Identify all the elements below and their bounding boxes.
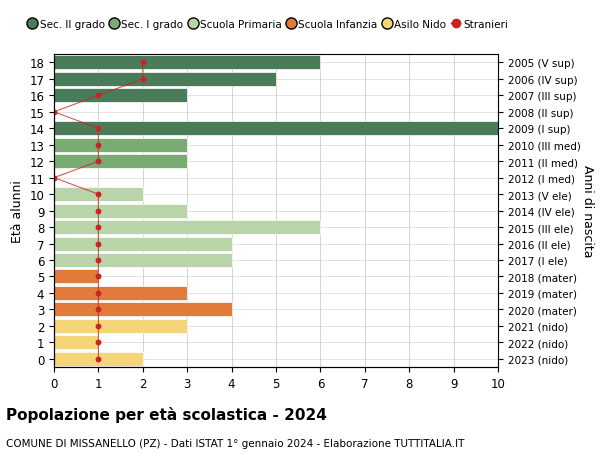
Point bbox=[94, 323, 103, 330]
Bar bbox=[54, 122, 498, 136]
Bar bbox=[54, 286, 187, 300]
Point bbox=[94, 191, 103, 198]
Point bbox=[94, 125, 103, 133]
Point bbox=[94, 339, 103, 346]
Point bbox=[49, 174, 59, 182]
Bar bbox=[54, 221, 320, 235]
Point bbox=[94, 207, 103, 215]
Point bbox=[94, 257, 103, 264]
Point bbox=[49, 109, 59, 116]
Y-axis label: Età alunni: Età alunni bbox=[11, 180, 24, 242]
Point bbox=[94, 158, 103, 166]
Bar bbox=[54, 56, 320, 70]
Text: Popolazione per età scolastica - 2024: Popolazione per età scolastica - 2024 bbox=[6, 406, 327, 422]
Bar bbox=[54, 253, 232, 268]
Bar bbox=[54, 336, 98, 350]
Bar bbox=[54, 89, 187, 103]
Point bbox=[94, 92, 103, 100]
Point bbox=[138, 60, 148, 67]
Text: COMUNE DI MISSANELLO (PZ) - Dati ISTAT 1° gennaio 2024 - Elaborazione TUTTITALIA: COMUNE DI MISSANELLO (PZ) - Dati ISTAT 1… bbox=[6, 438, 464, 448]
Legend: Sec. II grado, Sec. I grado, Scuola Primaria, Scuola Infanzia, Asilo Nido, Stran: Sec. II grado, Sec. I grado, Scuola Prim… bbox=[28, 20, 508, 30]
Y-axis label: Anni di nascita: Anni di nascita bbox=[581, 165, 595, 257]
Point bbox=[94, 273, 103, 280]
Bar bbox=[54, 237, 232, 251]
Point bbox=[94, 142, 103, 149]
Point bbox=[94, 241, 103, 248]
Bar bbox=[54, 188, 143, 202]
Bar bbox=[54, 204, 187, 218]
Point bbox=[138, 76, 148, 84]
Bar bbox=[54, 319, 187, 333]
Point bbox=[94, 290, 103, 297]
Bar bbox=[54, 303, 232, 317]
Bar bbox=[54, 155, 187, 169]
Bar bbox=[54, 73, 276, 87]
Bar bbox=[54, 270, 98, 284]
Bar bbox=[54, 139, 187, 152]
Point bbox=[94, 355, 103, 363]
Point bbox=[94, 224, 103, 231]
Bar bbox=[54, 352, 143, 366]
Point bbox=[94, 306, 103, 313]
